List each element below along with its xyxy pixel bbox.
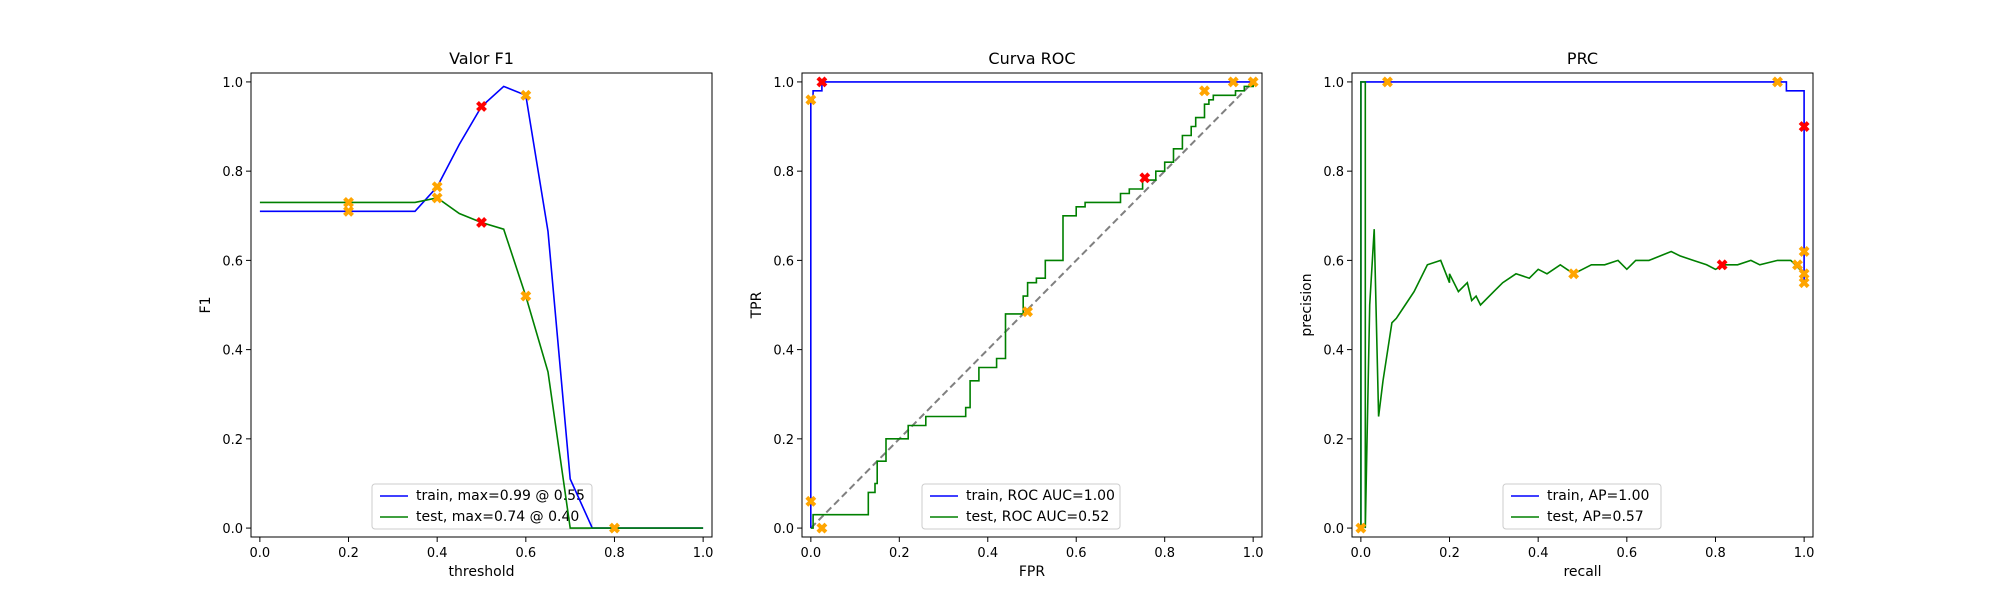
panel-1-xtick-label-3: 0.6 bbox=[1066, 546, 1087, 561]
panel-1-ytick-label-3: 0.6 bbox=[773, 254, 794, 269]
panel-1-marker-0-6 bbox=[1247, 76, 1259, 88]
panel-2-marker-0-2 bbox=[1568, 268, 1580, 280]
panel-1-marker-0-5 bbox=[1227, 76, 1239, 88]
panel-0-xtick-label-5: 1.0 bbox=[693, 546, 714, 561]
panel-1-diagonal-line bbox=[810, 81, 1254, 529]
panel-1-marker-1-0 bbox=[816, 76, 828, 88]
panel-2-marker-0-3 bbox=[1772, 76, 1783, 88]
panel-2-ytick-label-5: 1.0 bbox=[1323, 76, 1344, 91]
panel-2-ytick-label-4: 0.8 bbox=[1323, 165, 1344, 180]
panel-0-marker-0-3 bbox=[431, 192, 443, 204]
panel-0-marker-0-5 bbox=[520, 290, 532, 302]
panel-2-marker-0-4 bbox=[1792, 259, 1803, 271]
panel-1-xtick-label-1: 0.2 bbox=[889, 546, 910, 561]
panel-0-ytick-label-2: 0.4 bbox=[222, 344, 243, 359]
panel-2-ytick-label-2: 0.4 bbox=[1323, 344, 1344, 359]
panel-2-xtick-label-4: 0.8 bbox=[1705, 546, 1726, 561]
panel-0-marker-0-0 bbox=[343, 196, 354, 208]
panel-0-marker-0-2 bbox=[431, 181, 443, 193]
panel-1-ytick-label-4: 0.8 bbox=[773, 165, 794, 180]
panel-2-ylabel: precision bbox=[1299, 273, 1315, 336]
panel-2-legend-box bbox=[1502, 483, 1662, 530]
panel-1-ytick-label-0: 0.0 bbox=[773, 522, 794, 537]
panel-1-marker-0-1 bbox=[805, 495, 817, 507]
panel-1-ylabel: TPR bbox=[749, 291, 765, 319]
panel-0-xtick-label-0: 0.0 bbox=[250, 546, 271, 561]
panel-2-marker-0-6 bbox=[1798, 268, 1810, 280]
panel-2-xlabel: recall bbox=[1563, 564, 1601, 580]
panel-1-marker-0-3 bbox=[1022, 306, 1034, 318]
panel-2-series-1-line bbox=[1360, 81, 1805, 529]
panel-0-ytick-label-1: 0.2 bbox=[222, 433, 243, 448]
panel-1-xtick-label-0: 0.0 bbox=[801, 546, 822, 561]
panel-0-legend-label-0: train, max=0.99 @ 0.55 bbox=[416, 488, 585, 504]
panel-0-ytick-label-5: 1.0 bbox=[222, 76, 243, 91]
panel-2-title: PRC bbox=[1567, 49, 1598, 68]
panel-2-xtick-label-3: 0.6 bbox=[1616, 546, 1637, 561]
panel-0-xtick-label-3: 0.6 bbox=[515, 546, 536, 561]
panel-1-xtick-label-4: 0.8 bbox=[1154, 546, 1175, 561]
panel-1-ytick-label-1: 0.2 bbox=[773, 433, 794, 448]
panel-2-axes-frame bbox=[1351, 72, 1814, 538]
panel-1-title: Curva ROC bbox=[988, 49, 1075, 68]
panel-1-marker-0-4 bbox=[1199, 85, 1210, 97]
panel-0-xtick-label-1: 0.2 bbox=[338, 546, 359, 561]
panel-2-marker-1-0 bbox=[1716, 259, 1728, 271]
panel-2-marker-0-1 bbox=[1382, 76, 1393, 88]
panel-2-ytick-label-0: 0.0 bbox=[1323, 522, 1344, 537]
panel-1-ytick-label-5: 1.0 bbox=[773, 76, 794, 91]
panel-1-marker-0-0 bbox=[805, 94, 817, 106]
panel-2-legend-label-0: train, AP=1.00 bbox=[1547, 488, 1649, 504]
panel-2-marker-0-0 bbox=[1355, 522, 1367, 534]
panel-1: Curva ROC FPR TPR train, ROC AUC=1.00 te… bbox=[749, 49, 1263, 580]
panel-0-xlabel: threshold bbox=[449, 564, 515, 580]
panel-1-ytick-label-2: 0.4 bbox=[773, 344, 794, 359]
panel-0-marker-0-4 bbox=[520, 89, 532, 101]
panel-1-legend-label-1: test, ROC AUC=0.52 bbox=[966, 509, 1109, 525]
panel-0-ytick-label-4: 0.8 bbox=[222, 165, 243, 180]
panel-2-xtick-label-5: 1.0 bbox=[1794, 546, 1815, 561]
panel-1-legend-label-0: train, ROC AUC=1.00 bbox=[966, 488, 1115, 504]
panel-2-xtick-label-1: 0.2 bbox=[1439, 546, 1460, 561]
panel-1-marker-0-2 bbox=[816, 522, 828, 534]
panel-0-ytick-label-3: 0.6 bbox=[222, 254, 243, 269]
panel-2-ytick-label-3: 0.6 bbox=[1323, 254, 1344, 269]
panel-0-legend-box bbox=[371, 483, 593, 530]
panel-1-legend-box bbox=[921, 483, 1121, 530]
panel-0-ylabel: F1 bbox=[198, 297, 214, 314]
panel-0-marker-1-1 bbox=[476, 217, 487, 228]
panel-1-axes-frame bbox=[801, 72, 1263, 538]
panel-0-series-1-line bbox=[259, 197, 704, 529]
panel-2-ytick-label-1: 0.2 bbox=[1323, 433, 1344, 448]
panel-2: PRC recall precision train, AP=1.00 test… bbox=[1299, 49, 1814, 580]
panel-1-series-1-line bbox=[810, 81, 1254, 529]
panel-2-marker-1-1 bbox=[1798, 121, 1810, 132]
panel-0-ytick-label-0: 0.0 bbox=[222, 522, 243, 537]
panel-0-xtick-label-2: 0.4 bbox=[427, 546, 448, 561]
panel-0: Valor F1 threshold F1 train, max=0.99 @ … bbox=[198, 49, 713, 580]
panel-1-xlabel: FPR bbox=[1019, 564, 1045, 580]
panel-2-xtick-label-2: 0.4 bbox=[1528, 546, 1549, 561]
panel-0-title: Valor F1 bbox=[449, 49, 514, 68]
panel-0-marker-0-1 bbox=[343, 205, 354, 217]
panel-1-xtick-label-2: 0.4 bbox=[977, 546, 998, 561]
panel-2-legend-label-1: test, AP=0.57 bbox=[1547, 509, 1644, 525]
panel-1-xtick-label-5: 1.0 bbox=[1243, 546, 1264, 561]
panel-2-xtick-label-0: 0.0 bbox=[1351, 546, 1372, 561]
panel-0-legend-label-1: test, max=0.74 @ 0.40 bbox=[416, 509, 579, 525]
panel-2-marker-0-7 bbox=[1798, 277, 1810, 289]
panel-0-marker-1-0 bbox=[476, 101, 487, 112]
panel-2-marker-0-5 bbox=[1798, 246, 1810, 257]
panel-1-marker-1-1 bbox=[1139, 172, 1151, 184]
panel-0-xtick-label-4: 0.8 bbox=[604, 546, 625, 561]
panel-0-axes-frame bbox=[250, 72, 713, 538]
panel-0-marker-0-6 bbox=[609, 522, 620, 534]
